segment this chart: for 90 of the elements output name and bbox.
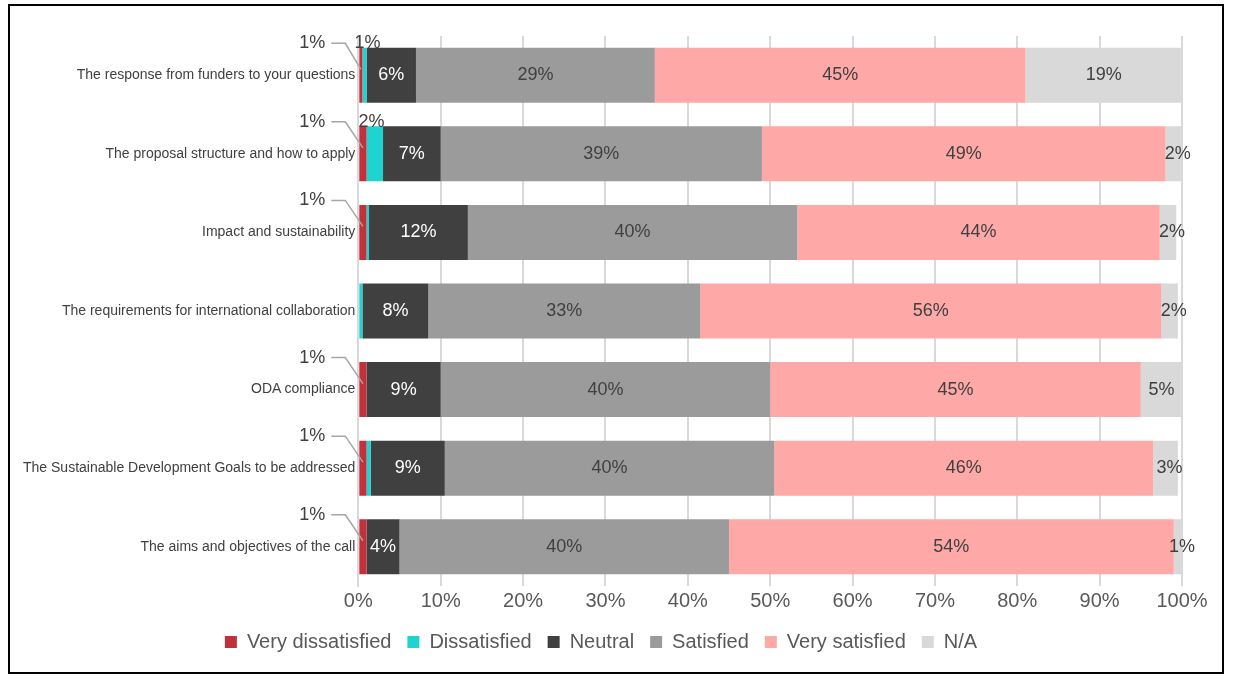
bar — [366, 126, 384, 182]
bar — [774, 440, 1154, 496]
bar — [383, 126, 441, 182]
bar — [654, 47, 1026, 103]
bar — [761, 126, 1166, 182]
data-label: 1% — [1168, 535, 1195, 556]
bar — [359, 204, 367, 260]
data-label: 2% — [1160, 299, 1187, 320]
bar — [700, 283, 1162, 339]
data-label: 29% — [517, 64, 554, 85]
data-label: 1% — [299, 503, 326, 524]
x-tick-label: 100% — [1156, 588, 1208, 611]
data-label: 3% — [1156, 457, 1183, 478]
legend-label: Dissatisfied — [429, 629, 532, 652]
y-tick-label: Impact and sustainability — [202, 223, 356, 240]
bar — [366, 440, 371, 496]
bar — [399, 519, 729, 575]
bar — [440, 126, 762, 182]
bar — [366, 362, 441, 418]
x-tick-label: 50% — [750, 588, 791, 611]
data-label: 49% — [945, 142, 982, 163]
data-label: 1% — [354, 32, 381, 53]
legend-label: Very dissatisfied — [246, 629, 392, 652]
bar — [797, 204, 1160, 260]
data-label: 4% — [370, 535, 397, 556]
x-tick-label: 20% — [503, 588, 544, 611]
data-label: 2% — [358, 110, 385, 131]
data-label: 12% — [400, 221, 437, 242]
data-label: 1% — [299, 189, 326, 210]
data-label: 1% — [299, 425, 326, 446]
x-tick-label: 0% — [343, 588, 373, 611]
data-label: 54% — [933, 535, 970, 556]
bar — [366, 47, 416, 103]
bar — [362, 47, 367, 103]
x-tick-label: 30% — [585, 588, 626, 611]
bar — [359, 47, 363, 103]
bar — [770, 362, 1141, 418]
bar — [415, 47, 655, 103]
data-label: 40% — [591, 457, 628, 478]
data-label: 39% — [583, 142, 620, 163]
data-label: 40% — [546, 535, 583, 556]
data-label: 1% — [299, 346, 326, 367]
bar — [359, 283, 363, 339]
bar — [366, 519, 400, 575]
x-tick-label: 90% — [1079, 588, 1120, 611]
legend-label: Neutral — [569, 629, 635, 652]
data-label: 45% — [937, 378, 974, 399]
bar — [369, 204, 468, 260]
bar — [467, 204, 798, 260]
x-tick-label: 70% — [914, 588, 956, 611]
data-label: 7% — [398, 142, 425, 163]
y-tick-label: The Sustainable Development Goals to be addressed — [22, 459, 356, 475]
data-label: 2% — [1158, 221, 1186, 242]
legend-label: N/A — [943, 629, 978, 652]
data-label: 40% — [587, 378, 624, 399]
data-label: 33% — [546, 299, 583, 320]
bar — [440, 362, 771, 418]
x-tick-label: 40% — [667, 588, 709, 611]
bar — [362, 283, 429, 339]
data-label: 9% — [390, 378, 417, 399]
bar — [370, 440, 445, 496]
data-label: 1% — [299, 32, 326, 53]
data-label: 9% — [394, 457, 421, 478]
data-label: 6% — [378, 64, 405, 85]
bar — [444, 440, 775, 496]
data-label: 56% — [912, 299, 949, 320]
legend-label: Very satisfied — [786, 629, 906, 652]
x-tick-label: 80% — [997, 588, 1038, 611]
bar — [359, 362, 367, 418]
y-tick-label: The response from funders to your questions — [76, 66, 356, 83]
y-tick-label: ODA compliance — [251, 380, 356, 397]
data-label: 8% — [382, 299, 409, 320]
data-label: 44% — [960, 221, 997, 242]
x-tick-label: 10% — [420, 588, 461, 611]
data-label: 19% — [1085, 64, 1122, 85]
bar — [359, 440, 367, 496]
y-tick-label: The requirements for international collaboration — [61, 301, 356, 318]
data-label: 40% — [614, 221, 651, 242]
bar — [359, 126, 367, 182]
bar — [428, 283, 701, 339]
data-label: 5% — [1148, 378, 1175, 399]
data-label: 46% — [945, 457, 982, 478]
y-tick-label: The aims and objectives of the call — [140, 537, 356, 554]
x-tick-label: 60% — [832, 588, 873, 611]
data-label: 2% — [1164, 142, 1191, 163]
y-tick-label: The proposal structure and how to apply — [105, 144, 356, 161]
legend-label: Satisfied — [672, 629, 749, 652]
data-label: 1% — [299, 110, 326, 131]
data-label: 45% — [822, 64, 859, 85]
bar — [359, 519, 367, 575]
